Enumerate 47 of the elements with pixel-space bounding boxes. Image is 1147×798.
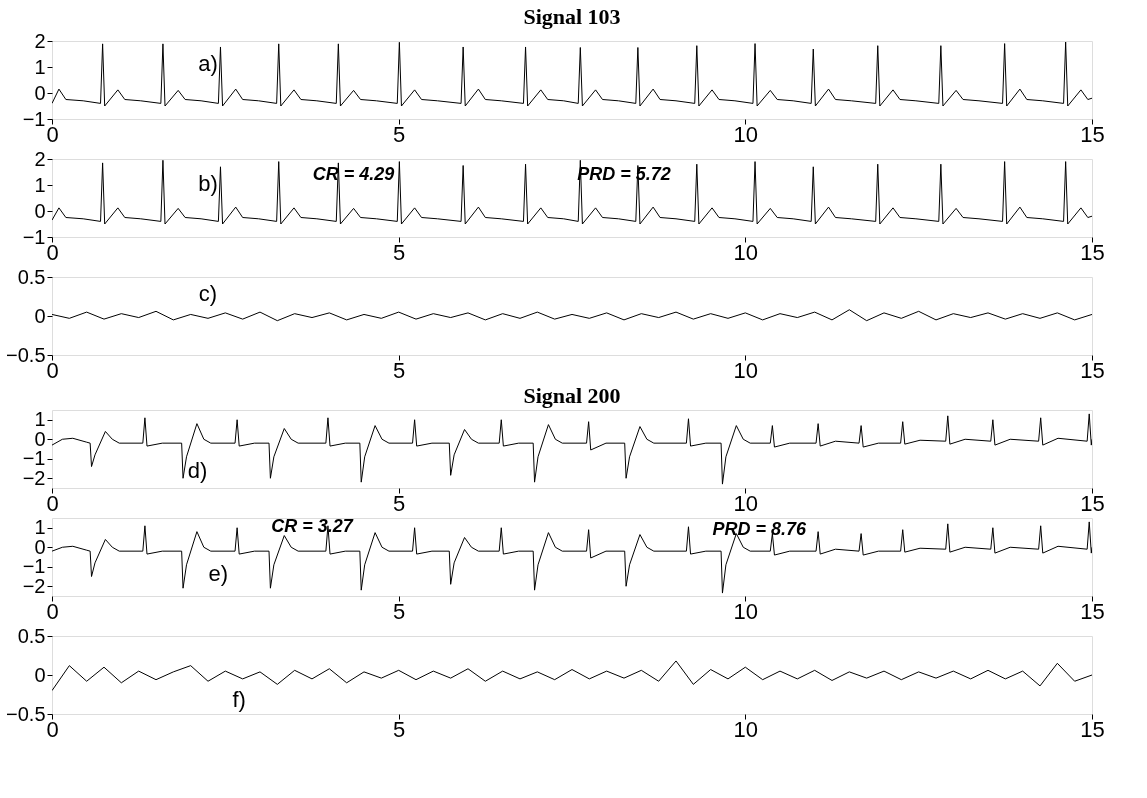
annotation: b)	[198, 170, 218, 196]
y-tick-label: 0.5	[17, 624, 46, 647]
annotation: CR = 3.27	[271, 516, 354, 537]
x-tick-label: 15	[1080, 598, 1105, 624]
x-tick-label: 10	[733, 598, 759, 624]
annotation: a)	[198, 51, 218, 77]
x-tick-label: 5	[393, 598, 406, 624]
line-series	[52, 660, 1092, 692]
chart-title: Signal 200	[523, 382, 621, 408]
y-tick-label: 1	[34, 55, 46, 78]
x-tick-label: 5	[393, 490, 406, 516]
y-tick-label: 0	[34, 304, 46, 327]
x-tick-label: 10	[733, 121, 759, 147]
annotation: d)	[187, 457, 208, 483]
annotation: f)	[232, 686, 246, 712]
chart-title: Signal 103	[523, 4, 621, 29]
annotation: PRD = 8.76	[712, 518, 807, 539]
x-tick-label: 10	[733, 490, 759, 516]
y-tick-label: −1	[22, 107, 46, 130]
y-tick-label: 0.5	[17, 265, 46, 288]
x-tick-label: 15	[1080, 716, 1105, 742]
line-series	[52, 159, 1092, 225]
x-tick-label: 10	[733, 239, 759, 265]
y-tick-label: 2	[34, 29, 46, 52]
y-tick-label: 1	[34, 173, 46, 196]
x-tick-label: 15	[1080, 357, 1105, 383]
x-tick-label: 15	[1080, 239, 1105, 265]
annotation: e)	[208, 561, 229, 587]
y-tick-label: −0.5	[6, 702, 46, 725]
y-tick-label: 0	[34, 199, 46, 222]
x-tick-label: 5	[393, 239, 406, 265]
x-tick-label: 5	[393, 716, 406, 742]
x-tick-label: 5	[393, 121, 406, 147]
y-tick-label: 0	[34, 663, 46, 686]
x-tick-label: 10	[733, 716, 759, 742]
y-tick-label: 2	[34, 147, 46, 170]
line-series	[52, 41, 1092, 107]
x-tick-label: 5	[393, 357, 406, 383]
x-tick-label: 15	[1080, 490, 1105, 516]
x-tick-label: 10	[733, 357, 759, 383]
y-tick-label: 0	[34, 81, 46, 104]
x-tick-label: 15	[1080, 121, 1105, 147]
annotation: c)	[198, 281, 218, 307]
y-tick-label: −1	[22, 225, 46, 248]
y-tick-label: −0.5	[6, 343, 46, 366]
line-series	[52, 521, 1092, 594]
line-series	[52, 413, 1092, 485]
